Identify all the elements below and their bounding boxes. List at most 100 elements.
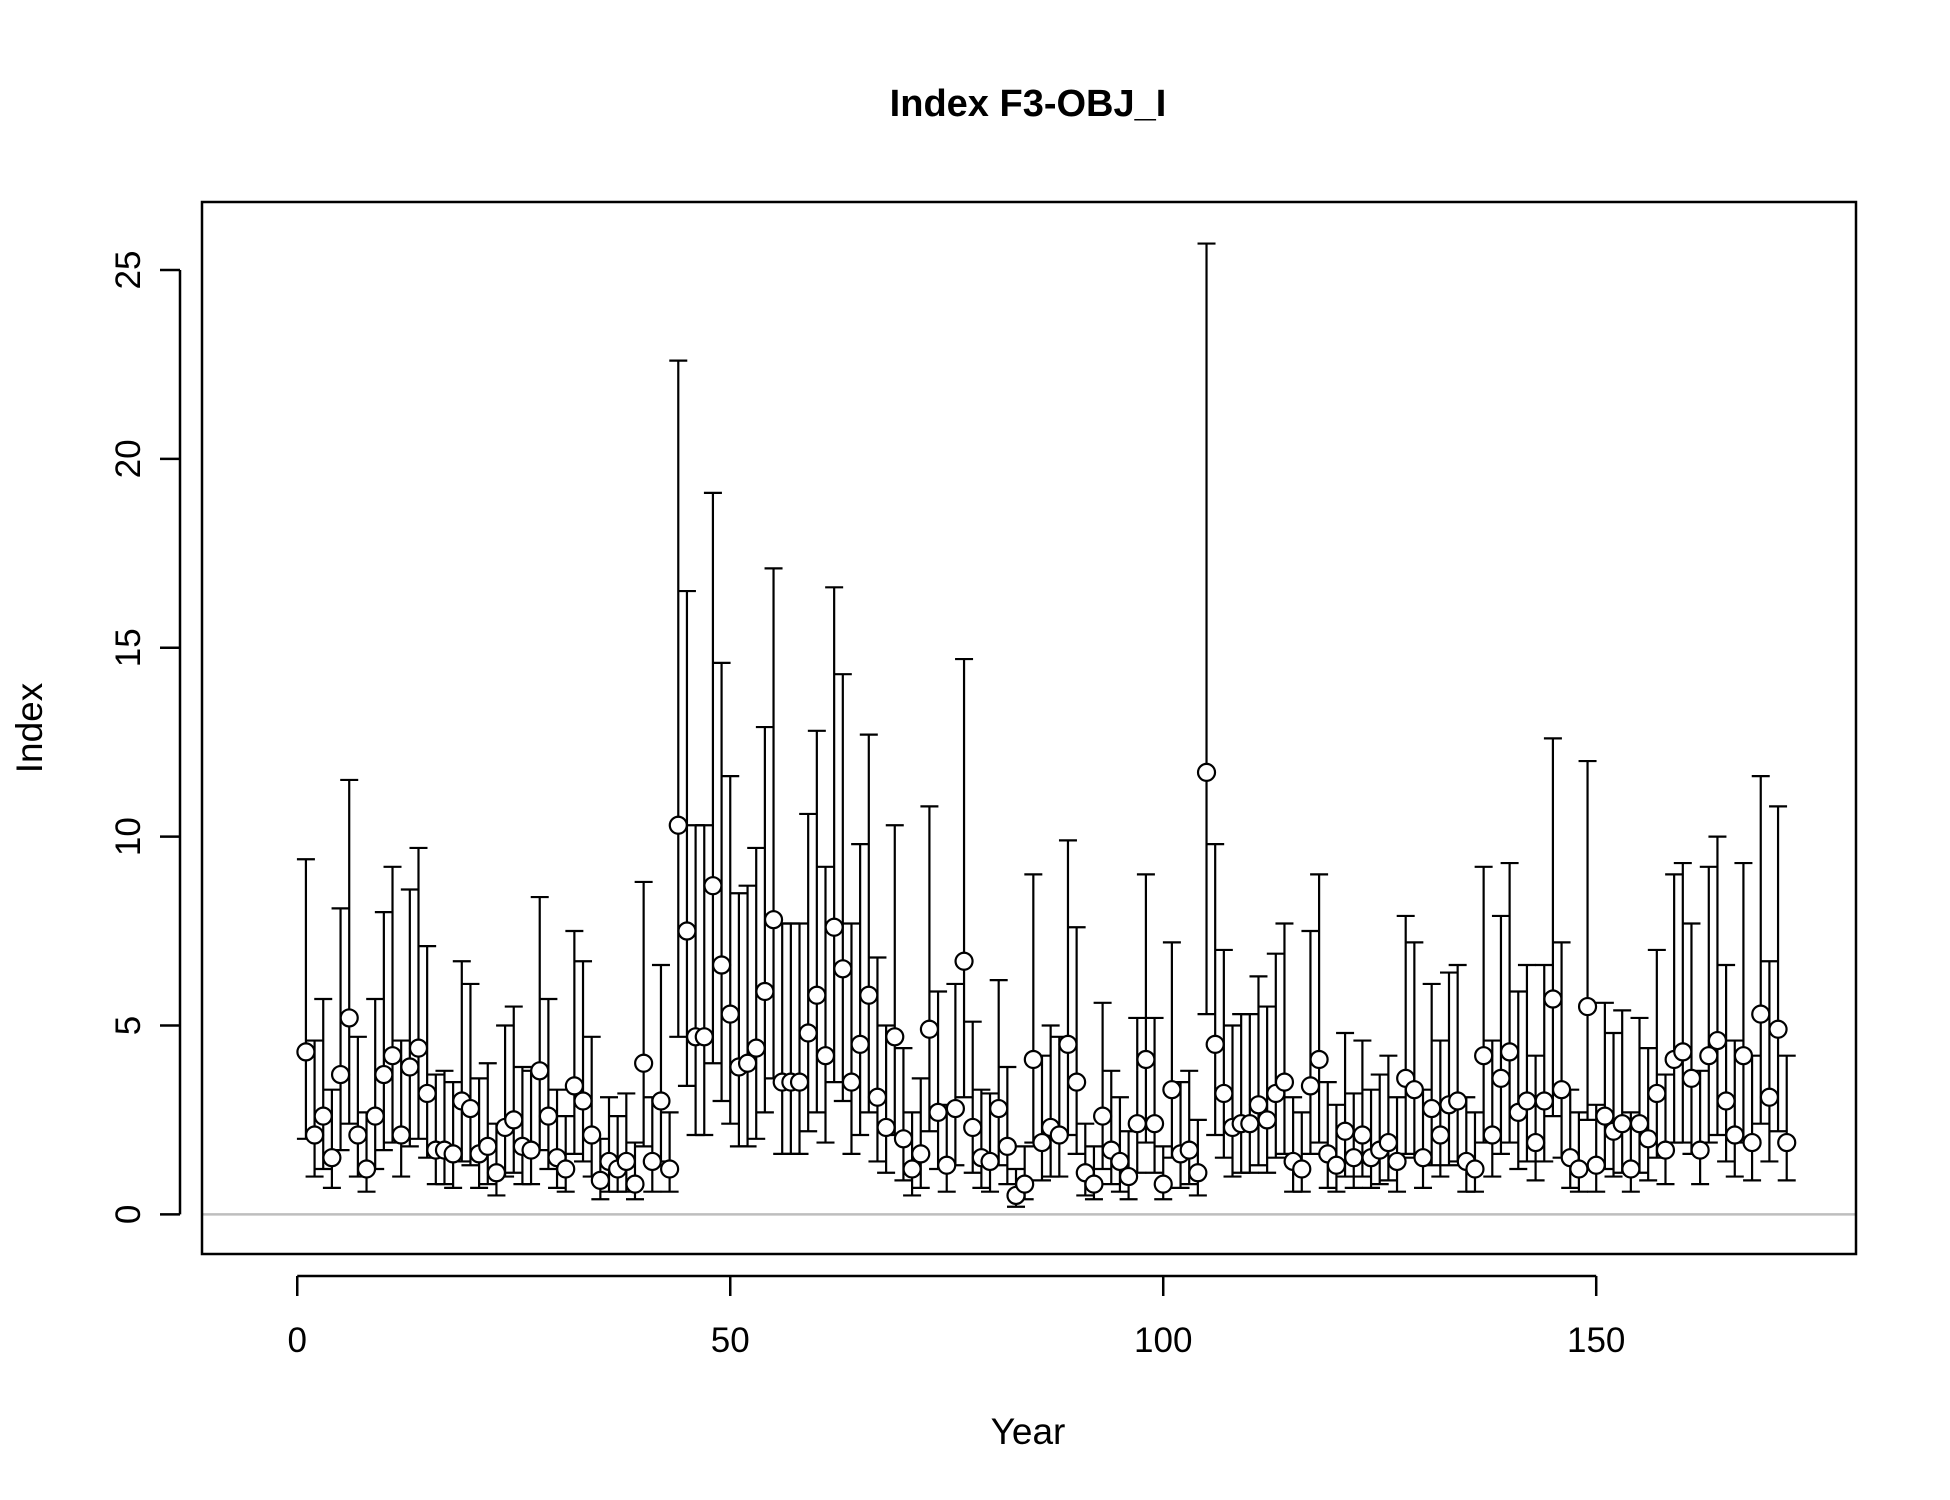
error-bar: [1336, 1031, 1355, 1178]
error-bar: [374, 911, 393, 1152]
data-point: [564, 1076, 584, 1096]
data-point: [1049, 1125, 1069, 1145]
data-point: [443, 1144, 463, 1164]
data-point: [1586, 1155, 1606, 1175]
data-point: [356, 1159, 377, 1179]
data-point: [1387, 1151, 1407, 1172]
data-point: [1699, 1046, 1719, 1066]
error-bar: [1760, 960, 1779, 1163]
error-bar: [1214, 948, 1233, 1159]
error-bar: [1136, 873, 1155, 1144]
data-point: [1240, 1114, 1260, 1134]
data-point: [1482, 1125, 1502, 1145]
data-point: [382, 1046, 403, 1066]
data-point: [1214, 1083, 1234, 1104]
data-point: [1188, 1163, 1208, 1183]
error-bar: [1751, 775, 1770, 1125]
y-axis: 0 5 10 15 20 25: [109, 251, 182, 1224]
data-point: [963, 1117, 983, 1138]
data-point: [1534, 1091, 1554, 1111]
data-point: [530, 1061, 550, 1081]
data-point: [945, 1098, 965, 1119]
error-bar: [816, 865, 835, 1144]
data-point: [1344, 1148, 1364, 1168]
data-point: [885, 1027, 905, 1047]
y-tick-label: 15: [109, 628, 148, 667]
data-point: [313, 1106, 333, 1126]
error-bar: [790, 922, 809, 1155]
data-point: [1733, 1046, 1754, 1066]
error-bar: [565, 929, 584, 1155]
data-point: [365, 1106, 385, 1126]
data-point: [521, 1140, 541, 1160]
data-point: [720, 1004, 740, 1024]
error-bar: [842, 922, 861, 1155]
data-point: [1093, 1106, 1113, 1126]
error-bar: [695, 824, 714, 1137]
data-point: [1058, 1034, 1078, 1054]
data-points: [296, 762, 1797, 1206]
data-point: [625, 1174, 645, 1194]
data-point: [893, 1129, 914, 1149]
error-bar: [807, 729, 826, 1114]
error-bar: [998, 1065, 1017, 1186]
data-point: [1768, 1019, 1788, 1039]
data-point: [616, 1151, 636, 1172]
data-point: [1725, 1125, 1745, 1145]
data-point: [504, 1110, 524, 1130]
error-bar: [833, 673, 852, 1103]
error-bar: [400, 888, 419, 1148]
y-tick-label: 5: [109, 1016, 148, 1035]
data-point: [391, 1125, 411, 1145]
data-point: [789, 1072, 810, 1092]
data-point: [1543, 989, 1563, 1009]
data-point: [1681, 1068, 1702, 1088]
data-point: [1629, 1114, 1650, 1134]
data-point: [1144, 1114, 1165, 1134]
data-point: [1569, 1159, 1589, 1179]
data-point: [400, 1057, 420, 1077]
error-bar: [1093, 1001, 1112, 1171]
data-point: [1248, 1095, 1269, 1115]
data-point: [711, 955, 732, 975]
data-point: [954, 951, 974, 971]
data-point: [1162, 1080, 1182, 1100]
error-bar: [1769, 805, 1788, 1133]
error-bar: [1249, 975, 1268, 1167]
data-point: [1525, 1132, 1546, 1153]
data-point: [1647, 1083, 1667, 1104]
data-point: [1716, 1091, 1736, 1111]
x-tick-label: 50: [711, 1321, 750, 1360]
data-point: [660, 1159, 680, 1179]
error-bar: [1725, 1039, 1744, 1178]
data-point: [348, 1125, 368, 1145]
error-bar: [963, 1020, 982, 1174]
error-bar: [851, 843, 870, 1137]
data-point: [1621, 1159, 1641, 1179]
data-point: [1673, 1042, 1693, 1062]
error-bar: [738, 884, 757, 1148]
error-bar: [1673, 861, 1692, 1144]
data-point: [1638, 1129, 1658, 1149]
data-point: [1032, 1132, 1052, 1153]
error-bar: [470, 1077, 489, 1189]
data-point: [1023, 1049, 1043, 1070]
data-point: [902, 1159, 922, 1179]
y-tick-label: 0: [109, 1205, 148, 1224]
error-bar: [972, 1088, 991, 1189]
data-point: [928, 1102, 948, 1122]
data-point: [833, 959, 853, 979]
error-bar: [305, 1039, 324, 1178]
data-point: [1404, 1080, 1424, 1100]
error-bar: [435, 1069, 454, 1186]
data-point: [1309, 1049, 1329, 1070]
data-point: [989, 1098, 1009, 1119]
data-point: [556, 1159, 576, 1179]
data-point: [980, 1151, 1000, 1172]
error-bar: [1223, 1024, 1242, 1178]
data-point: [1326, 1155, 1347, 1175]
plot-frame: [200, 200, 1858, 1256]
data-point: [590, 1170, 610, 1190]
y-tick-label: 20: [109, 439, 148, 478]
error-bar: [1310, 873, 1329, 1144]
